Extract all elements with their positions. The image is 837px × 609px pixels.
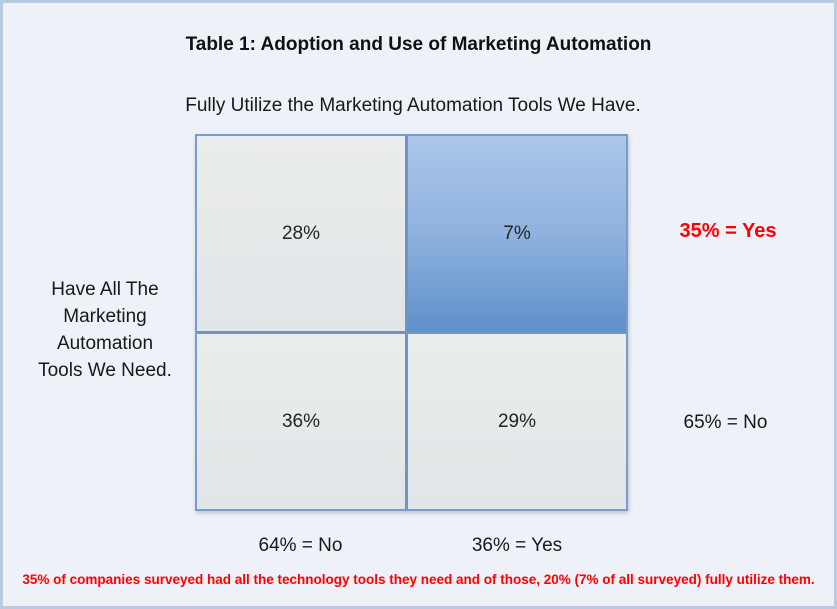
cell-value-top-right: 7% (503, 222, 531, 244)
column-axis-title: Fully Utilize the Marketing Automation T… (185, 95, 641, 116)
column-total-yes-label: 36% = Yes (471, 535, 563, 556)
cell-value-top-left: 28% (281, 222, 321, 244)
cell-value-bottom-left: 36% (281, 410, 321, 432)
quadrant-matrix: 28% 7% 36% 29% (195, 134, 628, 511)
figure-footnote: 35% of companies surveyed had all the te… (22, 572, 815, 587)
matrix-cell-bottom-right: 29% (408, 334, 626, 509)
cell-value-bottom-right: 29% (497, 410, 537, 432)
row-total-no-label: 65% = No (683, 412, 768, 433)
column-total-no-label: 64% = No (258, 535, 343, 556)
row-total-yes-label: 35% = Yes (679, 220, 777, 242)
row-axis-title: Have All The Marketing Automation Tools … (38, 279, 172, 381)
matrix-cell-bottom-left: 36% (197, 334, 405, 509)
matrix-cell-top-left: 28% (197, 136, 405, 331)
figure-title: Table 1: Adoption and Use of Marketing A… (185, 34, 652, 55)
matrix-cell-top-right-highlighted: 7% (408, 136, 626, 331)
